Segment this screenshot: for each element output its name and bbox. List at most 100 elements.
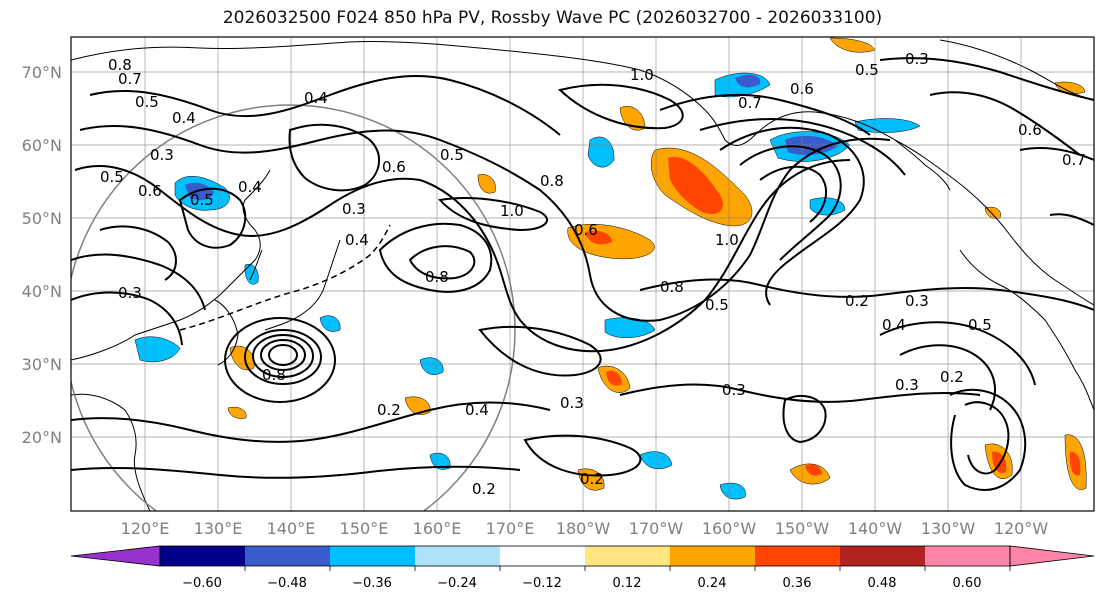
contour-label: 0.8 xyxy=(425,268,449,286)
negative-anomaly-core xyxy=(185,182,214,200)
negative-anomaly-patch xyxy=(854,118,921,133)
map-title: 2026032500 F024 850 hPa PV, Rossby Wave … xyxy=(222,8,883,28)
colorbar: −0.60 −0.48 −0.36 −0.24 −0.12 0.12 0.24 … xyxy=(70,545,1095,591)
contour-label: 0.8 xyxy=(660,278,684,296)
colorbar-segment xyxy=(245,546,330,566)
contour-label: 0.4 xyxy=(238,178,262,196)
positive-anomaly-core xyxy=(805,464,822,476)
contour-label: 0.3 xyxy=(905,292,929,310)
contour-label: 0.5 xyxy=(968,316,992,334)
contour-label: 0.3 xyxy=(150,146,174,164)
colorbar-segment xyxy=(330,546,415,566)
colorbar-segment xyxy=(925,546,1010,566)
contour-label: 0.6 xyxy=(1018,121,1042,139)
contour-label: 0.7 xyxy=(118,70,142,88)
lon-label: 150°W xyxy=(775,519,830,538)
contour-label: 0.8 xyxy=(108,56,132,74)
map-frame xyxy=(70,36,1095,512)
contour-label: 0.2 xyxy=(377,401,401,419)
lon-label: 180°W xyxy=(556,519,611,538)
contour-label: 0.3 xyxy=(905,50,929,68)
coastlines xyxy=(71,39,1094,511)
colorbar-tick: 0.24 xyxy=(698,576,727,591)
contour-label: 0.5 xyxy=(100,168,124,186)
contour-label: 0.7 xyxy=(1062,151,1086,169)
positive-anomaly-core xyxy=(1069,451,1081,476)
lon-label: 170°E xyxy=(486,519,535,538)
graticule xyxy=(71,37,1094,511)
latitude-labels: 70°N 60°N 50°N 40°N 30°N 20°N xyxy=(22,63,62,447)
contour-label: 0.5 xyxy=(705,296,729,314)
lon-label: 130°E xyxy=(194,519,243,538)
contour-label: 0.2 xyxy=(940,368,964,386)
negative-anomaly-core xyxy=(735,74,761,88)
contour-label: 0.4 xyxy=(882,316,906,334)
contour-label: 0.3 xyxy=(560,394,584,412)
lon-label: 160°E xyxy=(413,519,462,538)
contour-label: 0.5 xyxy=(135,93,159,111)
colorbar-extend-max xyxy=(1009,545,1095,567)
colorbar-segment xyxy=(585,546,670,566)
negative-anomaly-patch xyxy=(587,136,615,168)
contour-label: 0.3 xyxy=(895,376,919,394)
colorbar-tick: −0.24 xyxy=(437,576,477,591)
contour-label: 0.3 xyxy=(722,381,746,399)
colorbar-segment xyxy=(670,546,755,566)
colorbar-tick: −0.36 xyxy=(352,576,392,591)
contour-label: 0.6 xyxy=(790,80,814,98)
colorbar-tick: −0.60 xyxy=(182,576,222,591)
lon-label: 160°W xyxy=(702,519,757,538)
contour-label: 0.5 xyxy=(440,146,464,164)
negative-anomaly-core xyxy=(785,135,838,155)
contour-label: 1.0 xyxy=(715,231,739,249)
colorbar-segment xyxy=(500,546,585,566)
colorbar-segment xyxy=(755,546,840,566)
contour-label: 0.3 xyxy=(118,284,142,302)
colorbar-extend-min xyxy=(70,545,161,567)
contour-label: 0.4 xyxy=(345,231,369,249)
colorbar-tick: 0.12 xyxy=(613,576,642,591)
contour-labels: 0.8 0.7 0.5 0.4 0.3 0.5 0.6 0.5 0.4 0.6 … xyxy=(100,50,1086,498)
contour-label: 0.2 xyxy=(580,470,604,488)
positive-anomaly-patch xyxy=(477,174,496,194)
negative-anomaly-patch xyxy=(719,482,746,500)
colorbar-tick: 0.36 xyxy=(783,576,812,591)
lat-label-40: 40°N xyxy=(22,282,62,301)
colorbar-tick: −0.12 xyxy=(522,576,562,591)
contour-label: 0.8 xyxy=(262,366,286,384)
positive-anomaly-patch xyxy=(404,396,431,415)
colorbar-tick: 0.60 xyxy=(953,576,982,591)
contour-label: 0.2 xyxy=(845,292,869,310)
lat-label-30: 30°N xyxy=(22,355,62,374)
contour-label: 0.6 xyxy=(382,158,406,176)
domain-circle xyxy=(71,104,516,511)
contour-label: 1.0 xyxy=(500,202,524,220)
positive-anomaly-core xyxy=(585,230,612,245)
lon-label: 120°E xyxy=(121,519,170,538)
lon-label: 130°W xyxy=(921,519,976,538)
contour-label: 0.5 xyxy=(855,61,879,79)
positive-anomaly-patch xyxy=(227,406,247,419)
lon-label: 140°E xyxy=(267,519,316,538)
contour-label: 0.4 xyxy=(465,401,489,419)
contour-label: 0.6 xyxy=(138,182,162,200)
lat-label-50: 50°N xyxy=(22,209,62,228)
negative-anomaly-patch xyxy=(134,336,181,363)
pv-contours xyxy=(71,57,1094,491)
lon-label: 150°E xyxy=(340,519,389,538)
negative-anomaly-patch xyxy=(429,452,451,470)
lat-label-70: 70°N xyxy=(22,63,62,82)
colorbar-tick: 0.48 xyxy=(868,576,897,591)
positive-anomaly-core xyxy=(668,156,723,215)
contour-label: 0.7 xyxy=(738,94,762,112)
lat-label-60: 60°N xyxy=(22,136,62,155)
lat-label-20: 20°N xyxy=(22,428,62,447)
dashed-boundary xyxy=(179,224,391,331)
colorbar-segment xyxy=(415,546,500,566)
colorbar-segment xyxy=(160,546,245,566)
contour-label: 0.6 xyxy=(574,221,598,239)
lon-label: 170°W xyxy=(629,519,684,538)
positive-anomaly-core xyxy=(606,370,622,386)
lon-label: 120°W xyxy=(994,519,1049,538)
